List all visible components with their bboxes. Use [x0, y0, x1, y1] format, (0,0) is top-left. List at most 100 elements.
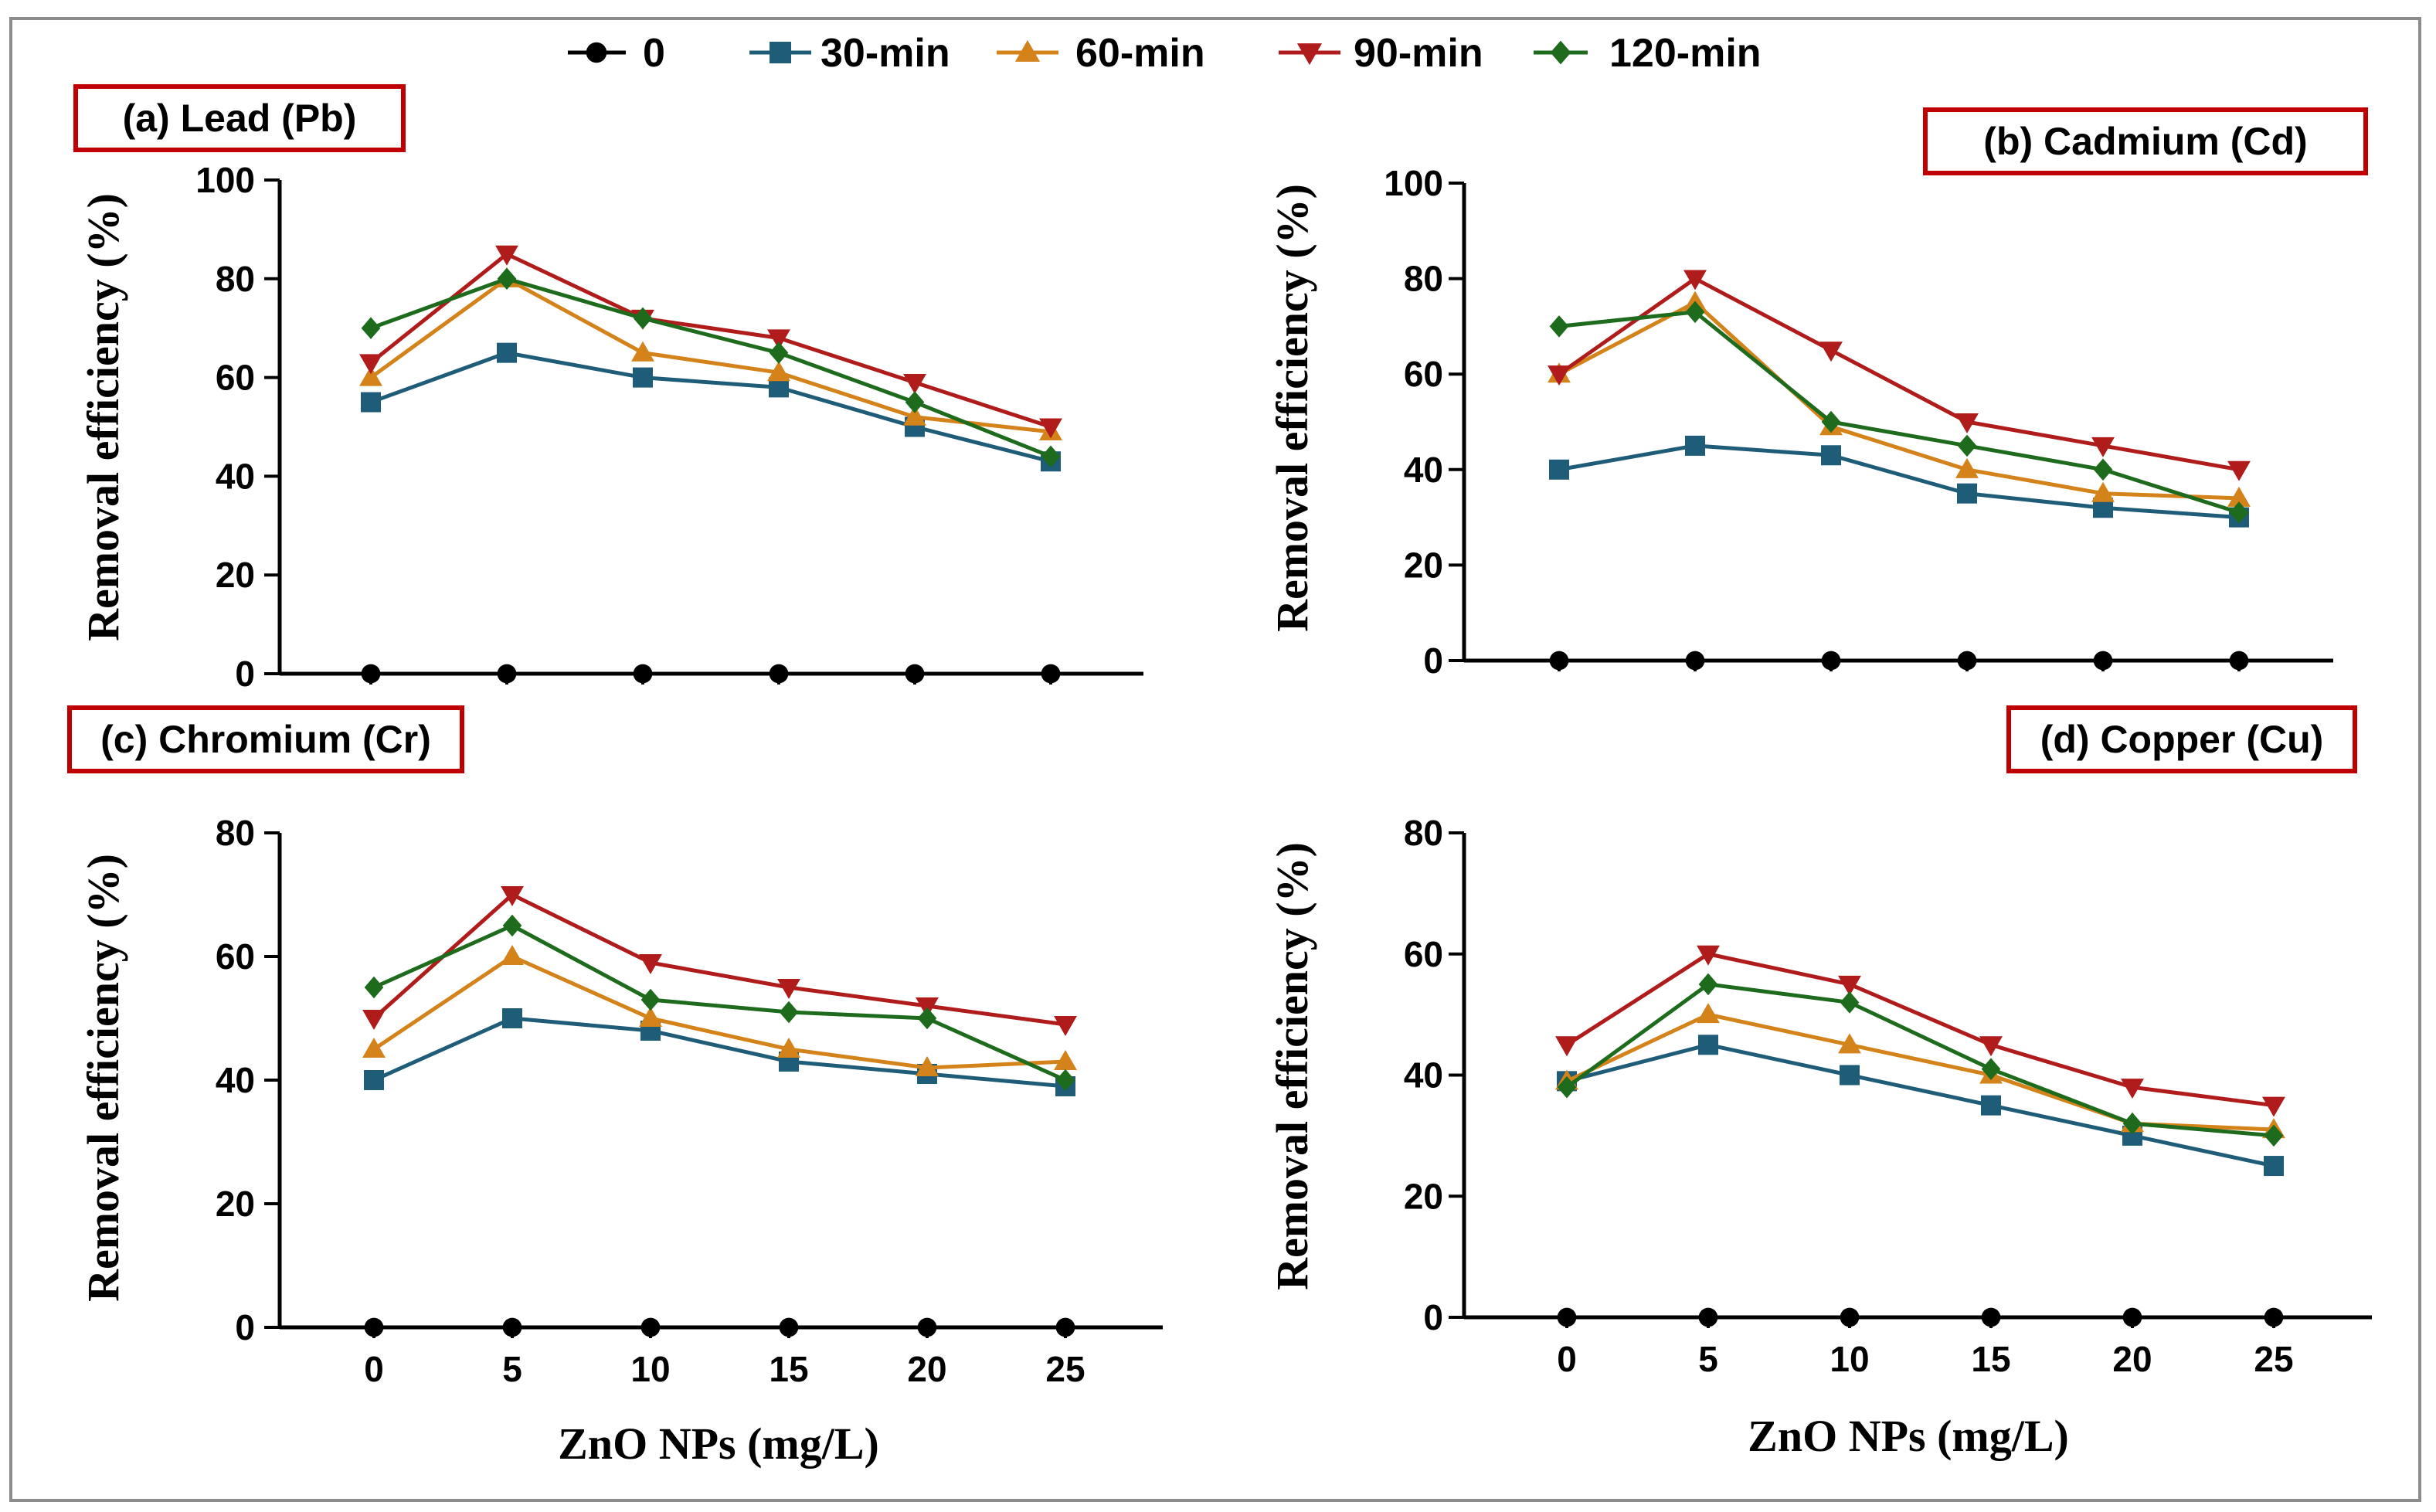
panel-copper: (d) Copper (Cu) Removal efficiency (%) Z… [1267, 705, 2372, 1461]
y-tick-label: 80 [216, 259, 255, 299]
y-tick-label: 20 [216, 555, 255, 595]
x-tick-label: 10 [1830, 1339, 1869, 1379]
y-tick-label: 0 [1423, 1297, 1443, 1337]
point-0 [2264, 1307, 2284, 1327]
point-0 [1840, 1307, 1860, 1327]
series-line-120-min [1565, 982, 2275, 1138]
point-60-min [916, 1056, 939, 1077]
point-90-min [2091, 437, 2115, 457]
point-30-min [1840, 1065, 1860, 1086]
point-120-min [2093, 458, 2113, 481]
point-30-min [1981, 1095, 2001, 1116]
y-tick-label: 60 [216, 358, 255, 398]
point-30-min [1957, 483, 1977, 504]
point-90-min [1054, 1015, 1077, 1036]
point-120-min [1041, 445, 1061, 468]
x-axis-label: ZnO NPs (mg/L) [1748, 1411, 2069, 1461]
x-tick-label: 20 [2112, 1339, 2152, 1379]
y-tick-label: 100 [1384, 163, 1443, 203]
legend-marker-30-min [770, 42, 791, 63]
point-120-min [2264, 1124, 2284, 1147]
point-0 [2229, 651, 2249, 671]
y-tick-label: 60 [1404, 934, 1443, 974]
point-120-min [497, 267, 517, 291]
x-axis-label: ZnO NPs (mg/L) [558, 1419, 879, 1469]
point-0 [1981, 1307, 2001, 1327]
point-60-min [767, 361, 790, 382]
point-0 [1957, 651, 1977, 671]
point-0 [905, 664, 925, 684]
legend-label-90-min: 90-min [1354, 31, 1483, 76]
point-120-min [1055, 1069, 1075, 1092]
series-line-60-min [369, 277, 1052, 434]
point-90-min [1838, 975, 1861, 996]
y-tick-label: 80 [216, 813, 255, 853]
legend-marker-120-min [1550, 40, 1571, 65]
point-60-min [631, 341, 654, 362]
x-tick-label: 10 [630, 1349, 670, 1389]
point-0 [2093, 651, 2113, 671]
point-90-min [1683, 270, 1707, 291]
y-tick-label: 60 [1404, 354, 1443, 394]
point-90-min [767, 329, 790, 350]
y-tick-label: 80 [1404, 813, 1443, 853]
y-tick-label: 80 [1404, 259, 1443, 299]
panel-title-box [2006, 705, 2357, 773]
series-line-30-min [1566, 1042, 2275, 1168]
x-tick-label: 0 [1557, 1339, 1577, 1379]
x-tick-label: 5 [502, 1349, 522, 1389]
series-line-30-min [372, 1016, 1066, 1089]
panel-title: (b) Cadmium (Cd) [1983, 120, 2307, 163]
x-tick-label: 20 [907, 1349, 946, 1389]
point-90-min [1819, 341, 1843, 362]
figure-frame [9, 17, 2421, 1502]
point-90-min [2262, 1096, 2285, 1117]
y-tick-label: 60 [216, 936, 255, 977]
y-tick-label: 20 [1404, 545, 1443, 585]
legend-label-30-min: 30-min [820, 31, 950, 76]
point-90-min [1548, 365, 1571, 386]
point-120-min [905, 391, 925, 413]
panel-chromium: (c) Chromium (Cr) Removal efficiency (%)… [67, 705, 1163, 1469]
point-0 [502, 1317, 522, 1337]
point-120-min [1957, 434, 1977, 457]
point-0 [640, 1317, 661, 1337]
legend-label-60-min: 60-min [1075, 31, 1205, 76]
point-0 [633, 664, 653, 684]
series-line-90-min [372, 892, 1066, 1027]
point-120-min [2122, 1112, 2142, 1135]
point-120-min [364, 976, 384, 999]
series-line-60-min [1565, 1012, 2275, 1132]
point-30-min [502, 1008, 522, 1028]
series-line-90-min [369, 252, 1052, 429]
panel-title-box [1923, 107, 2368, 175]
series-line-90-min [1565, 952, 2275, 1108]
point-90-min [1979, 1036, 2003, 1057]
point-30-min [1698, 1035, 1718, 1055]
point-30-min [364, 1070, 384, 1090]
series-line-90-min [1558, 277, 2240, 472]
point-60-min [2227, 486, 2251, 507]
panel-cadmium: (b) Cadmium (Cd) Removal efficiency (%) … [1267, 107, 2368, 681]
point-0 [1557, 1307, 1577, 1327]
x-tick-label: 5 [1698, 1339, 1718, 1379]
point-0 [779, 1317, 799, 1337]
y-tick-label: 0 [1423, 640, 1443, 681]
y-axis-label: Removal efficiency (%) [78, 854, 128, 1302]
point-90-min [639, 953, 662, 974]
point-120-min [1821, 410, 1841, 433]
point-60-min [2091, 481, 2115, 502]
point-120-min [502, 914, 522, 937]
series-line-120-min [1558, 310, 2240, 515]
series-line-30-min [370, 351, 1052, 464]
point-90-min [1039, 418, 1062, 439]
point-120-min [1981, 1058, 2001, 1080]
legend-marker-0 [586, 42, 607, 63]
point-120-min [361, 317, 381, 339]
point-90-min [362, 1009, 386, 1030]
point-90-min [359, 354, 382, 375]
point-120-min [1698, 973, 1718, 996]
point-120-min [1685, 301, 1705, 324]
x-tick-label: 25 [2254, 1339, 2293, 1379]
